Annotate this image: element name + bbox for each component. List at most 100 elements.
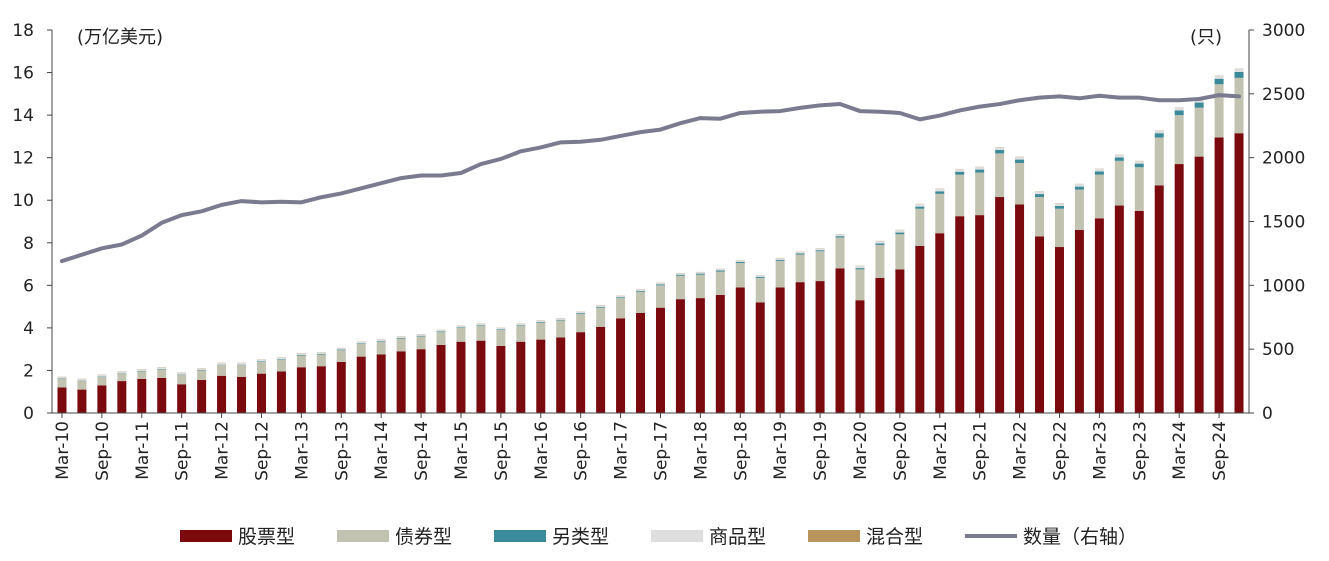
x-tick-label-Sep-18: Sep-18 bbox=[731, 421, 751, 481]
bar-commodity-18 bbox=[416, 334, 426, 336]
right-tick-label-0: 0 bbox=[1262, 404, 1273, 424]
bar-commodity-20 bbox=[456, 325, 466, 328]
bar-stock-53 bbox=[1114, 205, 1124, 413]
bar-stock-23 bbox=[516, 341, 526, 413]
bar-stock-30 bbox=[655, 307, 665, 413]
bar-bond-30 bbox=[655, 285, 665, 308]
bar-commodity-12 bbox=[296, 353, 306, 355]
bar-alternative-47 bbox=[995, 150, 1005, 154]
bar-bond-56 bbox=[1174, 115, 1184, 165]
bar-commodity-54 bbox=[1134, 161, 1144, 164]
bar-stock-35 bbox=[755, 302, 765, 413]
bar-alternative-58 bbox=[1214, 78, 1224, 85]
bar-commodity-43 bbox=[915, 204, 925, 207]
x-tick-label-Mar-18: Mar-18 bbox=[691, 421, 711, 480]
right-ticks: 0 500 1000 1500 2000 2500 3000 bbox=[1249, 21, 1305, 424]
bar-bond-17 bbox=[396, 338, 406, 352]
x-tick-label-Mar-15: Mar-15 bbox=[452, 421, 472, 480]
bar-bond-12 bbox=[296, 355, 306, 368]
bar-bond-36 bbox=[775, 260, 785, 288]
bar-stock-36 bbox=[775, 287, 785, 413]
bar-bond-43 bbox=[915, 208, 925, 246]
bar-bond-2 bbox=[97, 376, 107, 386]
bar-alternative-27 bbox=[596, 306, 606, 308]
bar-commodity-44 bbox=[935, 188, 945, 192]
bar-alternative-39 bbox=[835, 236, 845, 238]
bar-bond-41 bbox=[875, 244, 885, 278]
bar-commodity-10 bbox=[256, 359, 266, 362]
x-tick-label-Sep-14: Sep-14 bbox=[412, 421, 432, 481]
bar-stock-12 bbox=[296, 367, 306, 413]
bar-alternative-36 bbox=[775, 259, 785, 261]
x-tick-label-Mar-24: Mar-24 bbox=[1170, 421, 1190, 480]
legend-swatch-mixed bbox=[808, 530, 860, 542]
bar-commodity-49 bbox=[1035, 191, 1045, 195]
legend-swatch-stock bbox=[180, 530, 232, 542]
bar-alternative-19 bbox=[436, 331, 446, 333]
bar-stock-48 bbox=[1015, 204, 1025, 413]
x-tick-label-Sep-22: Sep-22 bbox=[1050, 421, 1070, 481]
bar-commodity-38 bbox=[815, 248, 825, 251]
x-tick-label-Mar-23: Mar-23 bbox=[1090, 421, 1110, 480]
x-tick-label-Mar-19: Mar-19 bbox=[771, 421, 791, 480]
bar-stock-44 bbox=[935, 233, 945, 413]
bar-alternative-43 bbox=[915, 206, 925, 209]
bar-stock-29 bbox=[636, 312, 646, 413]
bar-bond-59 bbox=[1234, 77, 1244, 134]
x-tick-label-Sep-20: Sep-20 bbox=[891, 421, 911, 481]
bar-stock-49 bbox=[1035, 236, 1045, 413]
x-tick-label-Mar-17: Mar-17 bbox=[612, 421, 632, 480]
right-tick-label-500: 500 bbox=[1262, 340, 1294, 360]
x-tick-label-Mar-16: Mar-16 bbox=[532, 421, 552, 480]
bar-stock-22 bbox=[496, 345, 506, 413]
bar-commodity-33 bbox=[715, 268, 725, 271]
bar-alternative-50 bbox=[1054, 205, 1064, 209]
bar-stock-0 bbox=[57, 387, 67, 413]
bar-alternative-30 bbox=[655, 284, 665, 286]
bar-bond-0 bbox=[57, 378, 67, 388]
bar-alternative-51 bbox=[1074, 186, 1084, 190]
bar-bond-10 bbox=[256, 361, 266, 374]
bar-alternative-11 bbox=[276, 359, 286, 360]
bar-stock-41 bbox=[875, 277, 885, 413]
bar-alternative-57 bbox=[1194, 102, 1204, 108]
bar-stock-13 bbox=[316, 366, 326, 413]
bar-bond-49 bbox=[1035, 197, 1045, 237]
bar-bond-15 bbox=[356, 343, 366, 357]
bar-bond-29 bbox=[636, 291, 646, 313]
right-tick-label-2000: 2000 bbox=[1262, 149, 1305, 169]
x-tick-label-Mar-13: Mar-13 bbox=[292, 421, 312, 480]
bar-commodity-26 bbox=[576, 311, 586, 314]
bar-bond-53 bbox=[1114, 160, 1124, 206]
bar-commodity-41 bbox=[875, 241, 885, 244]
bar-commodity-55 bbox=[1154, 130, 1164, 134]
bar-commodity-39 bbox=[835, 234, 845, 237]
x-tick-label-Mar-21: Mar-21 bbox=[931, 421, 951, 480]
bar-alternative-38 bbox=[815, 250, 825, 252]
bar-alternative-15 bbox=[356, 343, 366, 344]
bar-bond-26 bbox=[576, 314, 586, 333]
bar-bond-24 bbox=[536, 322, 546, 340]
bar-commodity-46 bbox=[975, 167, 985, 170]
bar-alternative-46 bbox=[975, 169, 985, 173]
bar-commodity-32 bbox=[695, 272, 705, 274]
x-tick-label-Sep-13: Sep-13 bbox=[332, 421, 352, 481]
bar-bond-47 bbox=[995, 153, 1005, 198]
bar-bond-57 bbox=[1194, 107, 1204, 157]
bar-stock-56 bbox=[1174, 164, 1184, 413]
bar-alternative-16 bbox=[376, 341, 386, 342]
legend-label-alternative: 另类型 bbox=[552, 526, 609, 548]
left-tick-label-12: 12 bbox=[12, 149, 34, 169]
legend-label-bond: 债券型 bbox=[395, 526, 452, 548]
bar-stock-55 bbox=[1154, 185, 1164, 413]
bar-commodity-19 bbox=[436, 330, 446, 332]
bar-alternative-52 bbox=[1094, 171, 1104, 175]
left-tick-label-10: 10 bbox=[12, 191, 34, 211]
x-tick-label-Mar-10: Mar-10 bbox=[53, 421, 73, 480]
bar-commodity-3 bbox=[117, 371, 127, 374]
bar-stock-6 bbox=[177, 384, 187, 413]
bar-bond-11 bbox=[276, 359, 286, 372]
bar-alternative-14 bbox=[336, 349, 346, 351]
bar-commodity-0 bbox=[57, 376, 67, 379]
x-tick-label-Mar-14: Mar-14 bbox=[372, 421, 392, 480]
